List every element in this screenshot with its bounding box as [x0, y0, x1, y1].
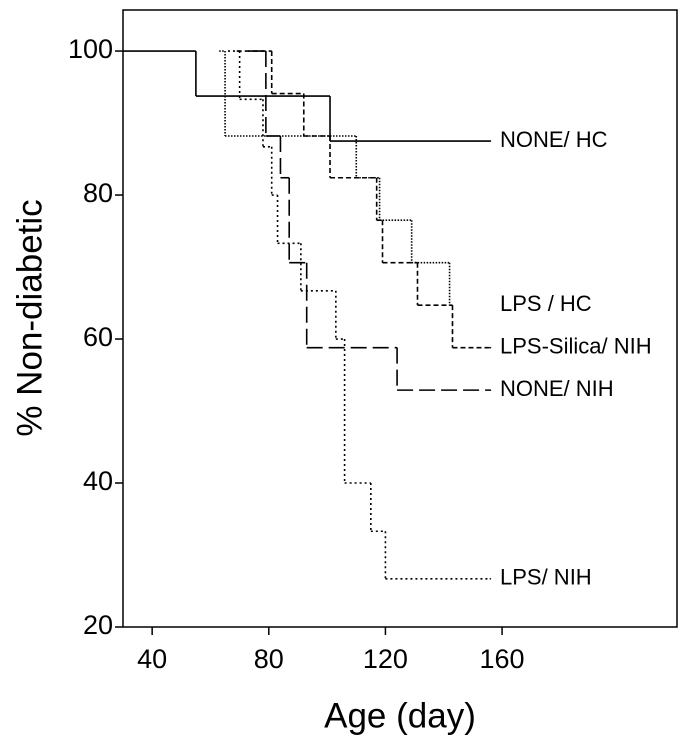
- y-tick-label: 80: [83, 178, 113, 208]
- y-axis-title: % Non-diabetic: [10, 199, 49, 436]
- x-tick-label: 80: [254, 644, 284, 674]
- y-tick-label: 20: [83, 610, 113, 640]
- x-tick-label: 160: [480, 644, 525, 674]
- y-tick-label: 60: [83, 322, 113, 352]
- series-label: NONE/ HC: [500, 127, 608, 152]
- y-tick-label: 100: [68, 34, 113, 64]
- series-label: NONE/ NIH: [500, 376, 614, 401]
- step-end: [489, 577, 492, 580]
- series-label: LPS/ NIH: [500, 565, 592, 590]
- series-label: LPS / HC: [500, 291, 592, 316]
- plot-frame: [122, 9, 678, 628]
- step-end: [489, 346, 492, 349]
- step-end: [489, 389, 492, 391]
- x-axis-title: Age (day): [324, 696, 476, 735]
- x-tick-label: 40: [137, 644, 167, 674]
- y-tick-label: 40: [83, 466, 113, 496]
- step-end: [489, 140, 492, 142]
- series-label: LPS-Silica/ NIH: [500, 333, 652, 358]
- x-tick-label: 120: [363, 644, 408, 674]
